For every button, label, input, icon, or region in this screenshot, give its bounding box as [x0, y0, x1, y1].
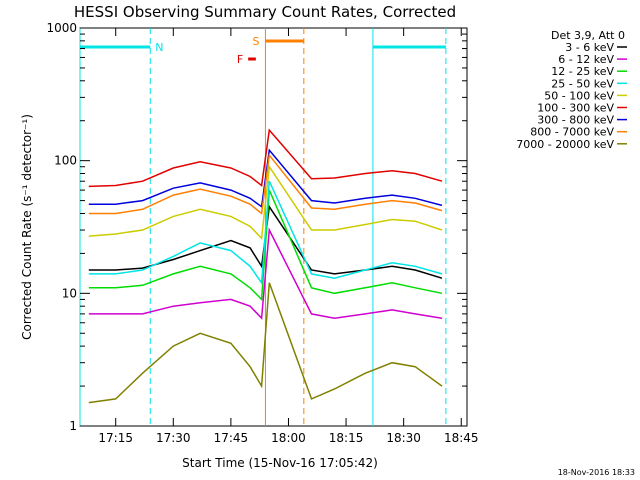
legend-label-25-50-kev: 25 - 50 keV [551, 77, 614, 90]
x-tick-label-4: 18:15 [329, 431, 364, 445]
series-line-7000-20000-kev [88, 282, 443, 404]
legend-label-3-6-kev: 3 - 6 keV [565, 41, 614, 54]
axis-layer: 17:15 17:30 17:45 18:00 18:15 18:30 18:45 1 10 10… [46, 21, 478, 445]
x-tick-label-3: 18:00 [271, 431, 306, 445]
x-tick-label-6: 18:45 [444, 431, 479, 445]
y-tick-label-0: 1 [69, 419, 77, 433]
x-tick-label-0: 17:15 [98, 431, 133, 445]
legend-label-50-100-kev: 50 - 100 keV [544, 89, 614, 102]
legend-label-100-300-kev: 100 - 300 keV [537, 102, 614, 115]
chart-title: HESSI Observing Summary Count Rates, Cor… [74, 3, 456, 21]
series-line-300-800-kev [88, 148, 443, 209]
generation-timestamp: 18-Nov-2016 18:33 [558, 468, 635, 477]
series-line-6-12-kev [88, 227, 443, 320]
saa-label: S [252, 35, 259, 48]
y-tick-label-3: 1000 [46, 21, 77, 35]
x-tick-label-5: 18:30 [386, 431, 421, 445]
markers-layer: N FS [79, 28, 447, 426]
legend-header: Det 3,9, Att 0 [551, 29, 625, 42]
y-axis-label: Corrected Count Rate (s⁻¹ detector⁻¹) [20, 114, 34, 340]
x-tick-label-1: 17:30 [156, 431, 191, 445]
series-line-12-25-kev [88, 189, 443, 302]
y-tick-label-1: 10 [62, 286, 77, 300]
flare-label: F [237, 53, 243, 66]
series-layer [88, 128, 443, 404]
legend-label-6-12-kev: 6 - 12 keV [558, 53, 614, 66]
y-tick-label-2: 100 [54, 154, 77, 168]
night-label: N [155, 41, 163, 54]
x-tick-label-2: 17:45 [214, 431, 249, 445]
legend-label-800-7000-kev: 800 - 7000 keV [530, 126, 614, 139]
series-line-100-300-kev [88, 128, 443, 188]
series-line-800-7000-kev [88, 153, 443, 215]
legend-label-12-25-kev: 12 - 25 keV [551, 65, 614, 78]
x-axis-label: Start Time (15-Nov-16 17:05:42) [182, 456, 378, 470]
series-line-25-50-kev [88, 180, 443, 285]
series-line-50-100-kev [88, 164, 443, 240]
legend-label-7000-20000-kev: 7000 - 20000 keV [516, 138, 614, 151]
legend-label-300-800-kev: 300 - 800 keV [537, 114, 614, 127]
